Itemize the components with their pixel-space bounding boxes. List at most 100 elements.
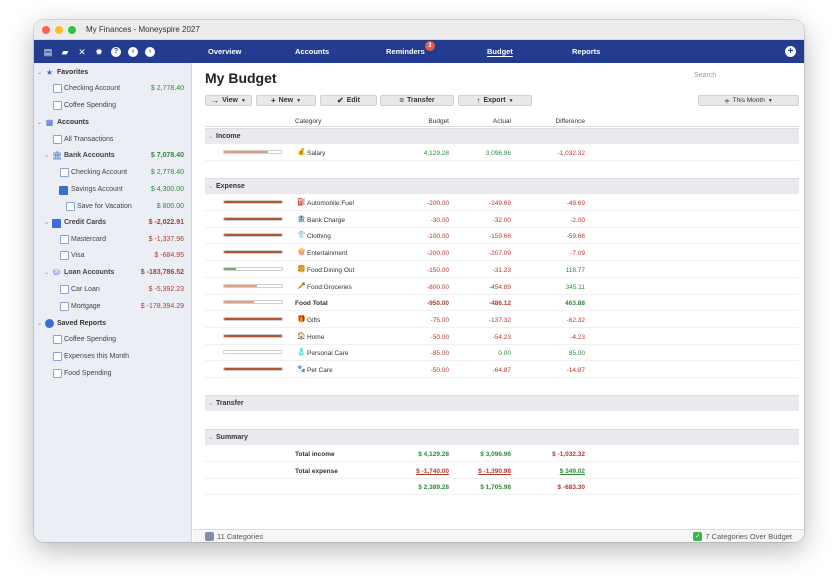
section-label: Summary [216, 434, 248, 441]
chevron-down-icon[interactable]: ⌄ [208, 134, 214, 140]
sidebar-group-bank-accounts[interactable]: ⌄ 🏛 Bank Accounts $ 7,078.40 [34, 148, 191, 163]
new-button[interactable]: + New ▼ [256, 95, 316, 106]
chevron-down-icon[interactable]: ⌄ [37, 120, 43, 126]
table-row[interactable]: 🏦 Bank Charge -30.00 -32.00 -2.00 [205, 212, 799, 228]
folder-icon[interactable]: ▰ [61, 46, 69, 57]
sidebar-item-label: Car Loan [71, 286, 100, 293]
view-button[interactable]: → View ▼ [205, 95, 252, 106]
column-header-category[interactable]: Category [295, 118, 322, 125]
column-header-budget[interactable]: Budget [428, 118, 449, 125]
export-button[interactable]: ↑ Export ▼ [458, 95, 532, 106]
cell-budget: -800.00 [426, 283, 449, 291]
table-row[interactable]: 🍿 Entertainment -200.00 -207.09 -7.09 [205, 245, 799, 262]
sidebar-item-favorite-checking[interactable]: Checking Account $ 2,778.40 [34, 81, 191, 96]
export-button-label: Export [483, 97, 506, 104]
net-budget: $ 2,389.28 [418, 484, 449, 491]
sidebar-item-label: Checking Account [71, 169, 128, 176]
chevron-down-icon[interactable]: ⌄ [208, 184, 214, 190]
sidebar-group-label: Loan Accounts [64, 269, 115, 276]
section-summary[interactable]: ⌄ Summary [205, 429, 799, 445]
sidebar-item-label: Savings Account [71, 186, 123, 193]
table-row[interactable]: 🎁 Gifts -75.00 -137.32 -62.32 [205, 312, 799, 328]
edit-button[interactable]: ✔ Edit [320, 95, 377, 106]
sidebar-item-label: Coffee Spending [64, 102, 117, 109]
section-expense[interactable]: ⌄ Expense [205, 178, 799, 194]
chevron-down-icon[interactable]: ⌄ [44, 270, 50, 276]
section-transfer[interactable]: ⌄ Transfer [205, 395, 799, 411]
category-name: Pet Care [307, 367, 333, 374]
section-label: Expense [216, 183, 245, 190]
chevron-down-icon[interactable]: ⌄ [37, 70, 43, 76]
add-icon[interactable]: + [785, 46, 796, 57]
sidebar-item-value: $ 2,778.40 [150, 169, 184, 176]
chevron-down-icon[interactable]: ⌄ [208, 435, 214, 441]
chevron-down-icon[interactable]: ⌄ [208, 401, 214, 407]
sidebar-report-expenses[interactable]: Expenses this Month [34, 349, 191, 364]
sidebar-item-vacation[interactable]: Save for Vacation $ 800.00 [34, 199, 191, 214]
sidebar-group-loan-accounts[interactable]: ⌄ ⛁ Loan Accounts $ -183,786.52 [34, 265, 191, 280]
table-row[interactable]: 🥕 Food:Groceries -800.00 -454.89 345.11 [205, 279, 799, 295]
table-row[interactable]: 🧴 Personal Care -85.00 0.00 85.00 [205, 345, 799, 362]
tab-overview[interactable]: Overview [208, 47, 242, 56]
table-row[interactable]: 🏠 Home -50.00 -54.23 -4.23 [205, 329, 799, 345]
budget-progress-fill [224, 217, 282, 220]
budget-progress-fill [224, 334, 282, 337]
minimize-window-button[interactable] [55, 25, 63, 34]
sidebar-item-savings[interactable]: Savings Account $ 4,300.00 [34, 182, 191, 197]
table-row[interactable]: ⛽ Automobile:Fuel -200.00 -249.69 -49.69 [205, 195, 799, 211]
sidebar-item-all-transactions[interactable]: All Transactions [34, 132, 191, 147]
sidebar-saved-reports-header[interactable]: ⌄ Saved Reports [34, 316, 191, 331]
gear-icon[interactable]: ✹ [95, 46, 103, 57]
close-window-button[interactable] [42, 25, 50, 34]
credit-card-icon [52, 219, 61, 228]
tab-accounts[interactable]: Accounts [295, 47, 330, 56]
sidebar-item-mortgage[interactable]: Mortgage $ -178,394.29 [34, 299, 191, 314]
sidebar-item-car-loan[interactable]: Car Loan $ -5,392.23 [34, 282, 191, 297]
tab-reports[interactable]: Reports [572, 47, 601, 56]
cell-actual: -159.66 [488, 233, 511, 241]
category-name: Clothing [307, 233, 331, 241]
forward-icon[interactable]: › [145, 46, 155, 57]
period-select[interactable]: ≑ This Month ▼ [698, 95, 799, 106]
help-icon[interactable]: ? [111, 46, 121, 57]
cell-difference: -14.87 [566, 367, 585, 374]
sidebar-section-label: Accounts [57, 119, 89, 126]
table-row[interactable]: 💰 Salary 4,129.28 3,096.96 -1,032.32 [205, 145, 799, 161]
sidebar-item-mastercard[interactable]: Mastercard $ -1,337.96 [34, 232, 191, 247]
budget-progress-bar [223, 216, 283, 221]
sidebar-accounts-header[interactable]: ⌄ ▦ Accounts [34, 115, 191, 130]
search-input[interactable]: Search [694, 72, 717, 79]
tools-icon[interactable]: ✕ [78, 46, 86, 57]
fuel-icon: ⛽ [297, 199, 306, 206]
zoom-window-button[interactable] [68, 25, 76, 34]
sidebar-item-visa[interactable]: Visa $ -684.95 [34, 248, 191, 263]
sidebar-group-credit-cards[interactable]: ⌄ Credit Cards $ -2,022.91 [34, 215, 191, 230]
table-row[interactable]: Food Total -950.00 -486.12 463.88 [205, 295, 799, 312]
sidebar-group-value: $ -183,786.52 [140, 269, 184, 276]
back-icon[interactable]: ‹ [128, 46, 138, 57]
tab-reminders[interactable]: Reminders 3 [386, 41, 435, 56]
section-income[interactable]: ⌄ Income [205, 128, 799, 144]
summary-budget: $ 4,129.28 [418, 451, 449, 458]
table-row[interactable]: 🍔 Food:Dining Out -150.00 -31.23 118.77 [205, 262, 799, 278]
tab-budget[interactable]: Budget [487, 47, 513, 56]
save-icon[interactable]: ▤ [43, 46, 53, 57]
sidebar-item-checking[interactable]: Checking Account $ 2,778.40 [34, 165, 191, 180]
table-row[interactable]: 👕 Clothing -100.00 -159.66 -59.66 [205, 228, 799, 245]
chevron-down-icon[interactable]: ⌄ [37, 321, 43, 327]
column-header-difference[interactable]: Difference [555, 118, 585, 125]
sidebar-section-label: Saved Reports [57, 320, 107, 327]
column-header-actual[interactable]: Actual [492, 118, 511, 125]
sidebar-report-coffee[interactable]: Coffee Spending [34, 332, 191, 347]
budget-progress-bar [223, 367, 283, 371]
table-row[interactable]: 🐾 Pet Care -50.00 -64.87 -14.87 [205, 362, 799, 378]
sidebar-favorites-header[interactable]: ⌄ ★ Favorites [34, 65, 191, 80]
sidebar-section-label: Favorites [57, 69, 89, 76]
arrow-up-icon: ↑ [476, 96, 481, 105]
chevron-down-icon[interactable]: ⌄ [44, 153, 50, 159]
transfer-button[interactable]: = Transfer [380, 95, 454, 106]
sidebar-report-food[interactable]: Food Spending [34, 366, 191, 381]
chevron-down-icon[interactable]: ⌄ [44, 220, 50, 226]
sidebar-item-favorite-coffee[interactable]: Coffee Spending [34, 98, 191, 113]
chevron-down-icon: ▼ [296, 97, 302, 104]
